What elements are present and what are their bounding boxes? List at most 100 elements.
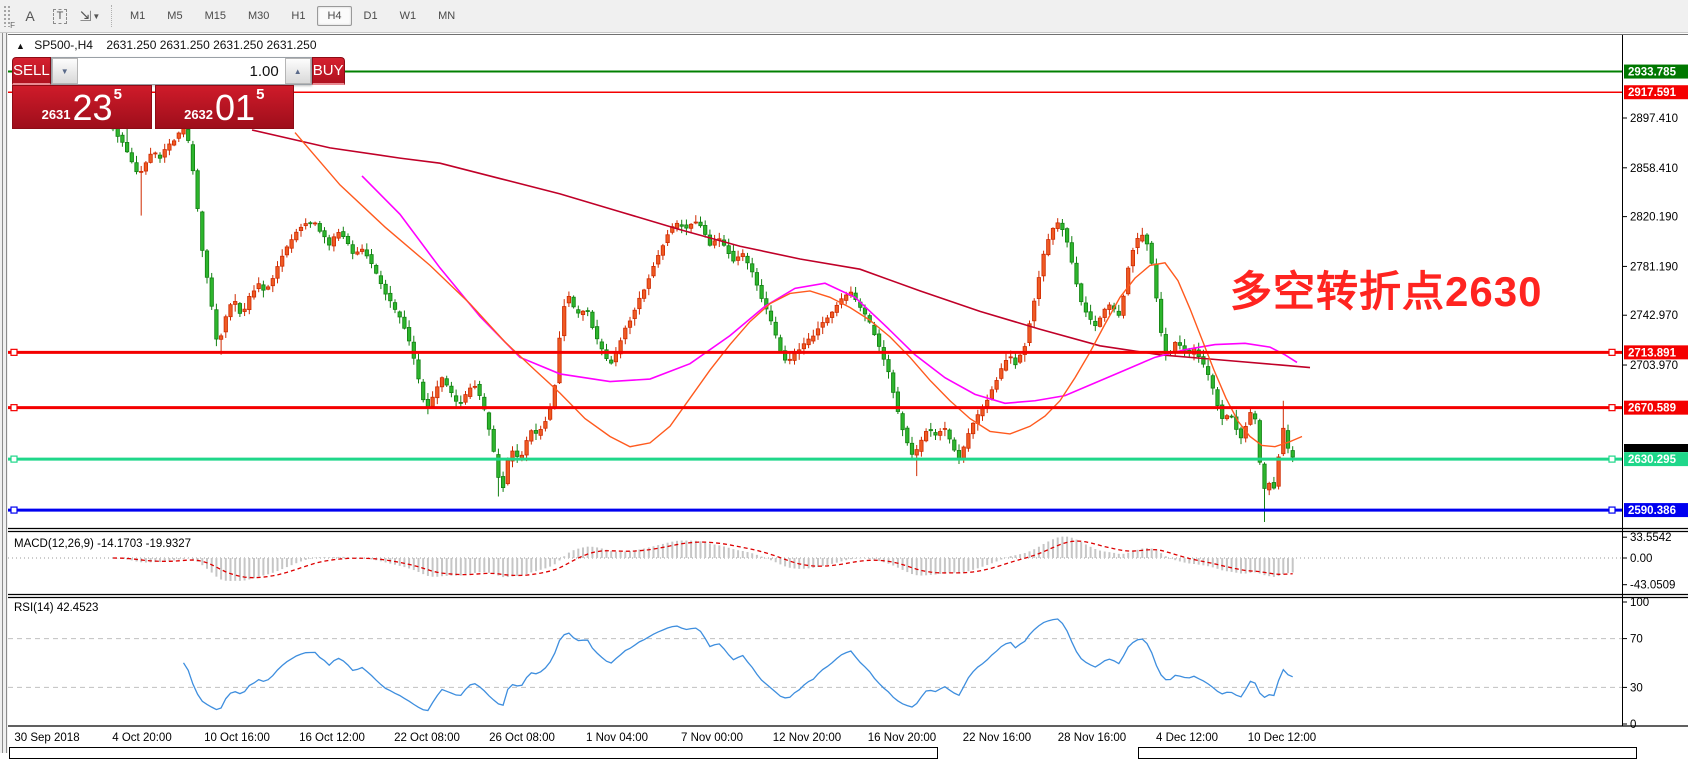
candle-body bbox=[153, 152, 158, 155]
price-tick-label: 2742.970 bbox=[1630, 310, 1678, 322]
timeframe-button-m15[interactable]: M15 bbox=[204, 10, 226, 22]
line-handle[interactable] bbox=[10, 506, 18, 514]
timeframe-button-h1[interactable]: H1 bbox=[291, 10, 306, 22]
candle-body bbox=[1201, 356, 1206, 365]
candle-body bbox=[218, 335, 224, 340]
candle-body bbox=[1224, 415, 1229, 420]
time-axis-label: 4 Oct 20:00 bbox=[112, 732, 171, 744]
candle-body bbox=[364, 249, 369, 257]
candle-body bbox=[129, 152, 134, 163]
candle-body bbox=[956, 450, 962, 459]
price-tick-label: 2858.410 bbox=[1630, 163, 1678, 175]
candle-body bbox=[1074, 262, 1079, 285]
candle-body bbox=[684, 224, 689, 229]
time-axis-label: 4 Dec 12:00 bbox=[1156, 732, 1218, 744]
candle-body bbox=[1121, 295, 1126, 316]
candle-body bbox=[331, 236, 337, 247]
line-handle[interactable] bbox=[10, 455, 18, 463]
candle-body bbox=[500, 476, 506, 489]
time-axis-label: 16 Oct 12:00 bbox=[299, 732, 365, 744]
candle-body bbox=[919, 439, 924, 452]
candle-body bbox=[895, 391, 901, 412]
candle-body bbox=[1008, 356, 1013, 359]
line-handle[interactable] bbox=[1608, 506, 1616, 514]
candle-body bbox=[148, 153, 153, 163]
current-price-strip bbox=[1624, 444, 1688, 452]
macd-scale-label: 0.00 bbox=[1630, 553, 1652, 565]
candle-body bbox=[660, 245, 666, 256]
volume-input[interactable] bbox=[77, 58, 285, 84]
candle-body bbox=[214, 309, 219, 340]
candle-body bbox=[914, 449, 919, 456]
candle-body bbox=[773, 321, 778, 336]
candle-body bbox=[529, 430, 534, 442]
candle-body bbox=[1003, 360, 1009, 371]
candle-body bbox=[698, 221, 703, 227]
chart-text-annotation[interactable]: 多空转折点2630 bbox=[1230, 268, 1543, 315]
candle-body bbox=[270, 278, 275, 287]
candle-body bbox=[317, 223, 322, 232]
candle-body bbox=[486, 412, 492, 430]
candle-body bbox=[468, 387, 473, 397]
candle-body bbox=[322, 230, 327, 238]
candle-body bbox=[1220, 404, 1225, 419]
candle-body bbox=[303, 223, 308, 227]
line-handle[interactable] bbox=[1608, 455, 1616, 463]
candle-body bbox=[1140, 234, 1145, 242]
timeframe-button-m5[interactable]: M5 bbox=[167, 10, 183, 22]
time-axis-label: 28 Nov 16:00 bbox=[1058, 732, 1126, 744]
candle-body bbox=[435, 386, 440, 399]
candle-body bbox=[646, 278, 651, 289]
candle-body bbox=[637, 297, 642, 310]
candle-body bbox=[778, 337, 783, 353]
text-box-tool-icon[interactable]: T bbox=[46, 3, 74, 29]
sell-button[interactable]: SELL bbox=[12, 57, 51, 85]
timeframe-button-mn[interactable]: MN bbox=[438, 10, 456, 22]
candle-body bbox=[877, 333, 882, 347]
arrange-objects-icon[interactable]: ⇲ ▼ bbox=[79, 7, 101, 24]
sell-price-display[interactable]: 2631 23 5 bbox=[12, 85, 152, 129]
candle-body bbox=[176, 132, 181, 139]
candle-body bbox=[632, 309, 637, 319]
volume-decrease-button[interactable]: ▼ bbox=[51, 58, 78, 84]
line-handle[interactable] bbox=[1608, 404, 1616, 412]
candle-body bbox=[1276, 456, 1281, 487]
time-axis-label: 12 Nov 20:00 bbox=[773, 732, 841, 744]
bottom-panel-left bbox=[9, 747, 938, 759]
buy-button[interactable]: BUY bbox=[311, 57, 345, 85]
candle-body bbox=[280, 255, 285, 267]
buy-price-point: 5 bbox=[256, 86, 265, 103]
candle-body bbox=[251, 290, 257, 298]
buy-price-display[interactable]: 2632 01 5 bbox=[154, 85, 294, 129]
volume-increase-button[interactable]: ▲ bbox=[284, 58, 311, 84]
label-tool-icon[interactable]: A bbox=[25, 8, 35, 24]
candle-body bbox=[1229, 415, 1234, 418]
chart-header: ▲ SP500-,H4 2631.250 2631.250 2631.250 2… bbox=[16, 38, 317, 52]
timeframe-button-w1[interactable]: W1 bbox=[399, 10, 417, 22]
candle-body bbox=[909, 442, 915, 455]
candle-body bbox=[369, 254, 374, 264]
candle-body bbox=[971, 422, 976, 435]
toolbar-grip-icon[interactable]: F bbox=[3, 5, 15, 30]
time-axis-label: 16 Nov 20:00 bbox=[868, 732, 936, 744]
candle-body bbox=[1065, 228, 1070, 243]
macd-histogram bbox=[116, 536, 1294, 582]
collapse-arrow-icon[interactable]: ▲ bbox=[16, 41, 25, 51]
candle-body bbox=[924, 431, 929, 442]
line-handle[interactable] bbox=[1608, 348, 1616, 356]
candle-body bbox=[453, 395, 459, 402]
candle-body bbox=[1102, 308, 1107, 318]
timeframe-button-m30[interactable]: M30 bbox=[247, 10, 270, 22]
timeframe-button-m1[interactable]: M1 bbox=[130, 10, 146, 22]
candle-body bbox=[942, 428, 948, 430]
timeframe-button-d1[interactable]: D1 bbox=[363, 10, 378, 22]
sell-price-pips: 23 bbox=[72, 87, 113, 128]
macd-pane-label: MACD(12,26,9) -14.1703 -19.9327 bbox=[14, 538, 191, 550]
candle-body bbox=[1097, 317, 1103, 327]
line-handle[interactable] bbox=[10, 348, 18, 356]
line-handle[interactable] bbox=[10, 404, 18, 412]
price-badge-label: 2713.891 bbox=[1628, 347, 1677, 359]
rsi-scale-label: 100 bbox=[1630, 597, 1649, 609]
timeframe-button-h4[interactable]: H4 bbox=[317, 6, 352, 26]
